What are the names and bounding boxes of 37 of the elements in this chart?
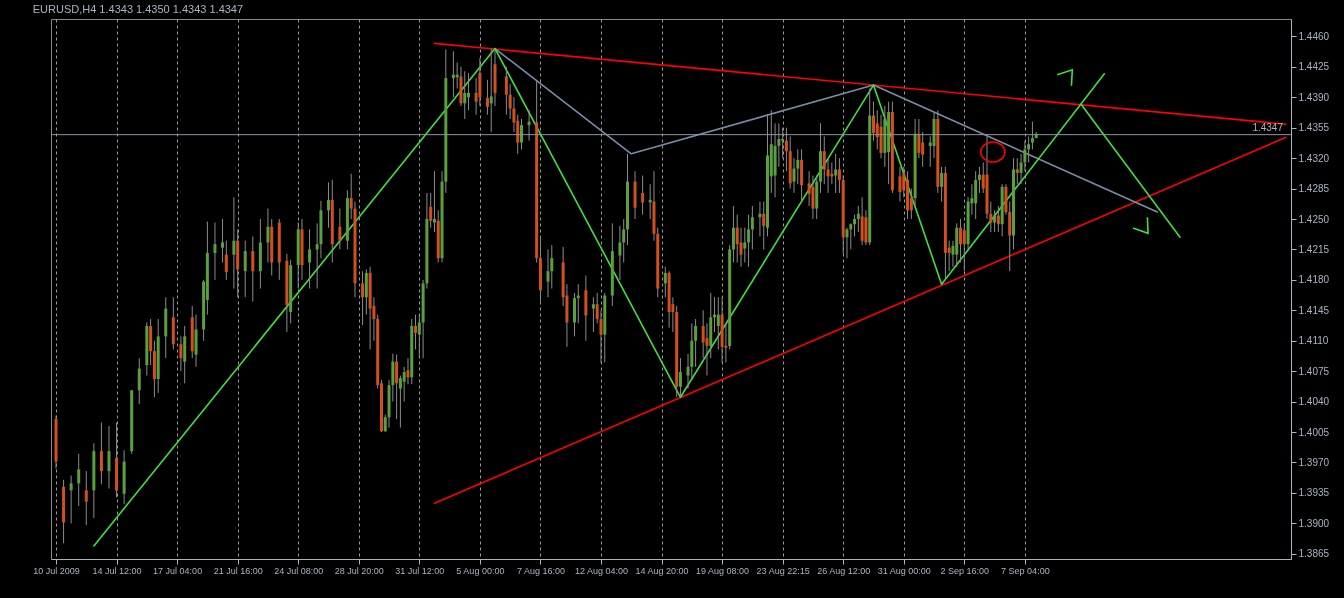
y-tick-label: 1.4425 — [1298, 61, 1330, 73]
y-tick-label: 1.4180 — [1298, 274, 1330, 286]
x-tick-label: 31 Jul 12:00 — [395, 565, 445, 576]
x-tick-label: 12 Aug 04:00 — [574, 565, 629, 576]
x-tick-label: 17 Jul 04:00 — [153, 565, 203, 576]
y-tick-label: 1.4110 — [1298, 335, 1329, 347]
x-tick-label: 14 Jul 12:00 — [92, 565, 142, 576]
y-tick-label: 1.4320 — [1298, 152, 1330, 164]
y-tick-label: 1.4390 — [1298, 91, 1330, 103]
y-tick-label: 1.4355 — [1298, 122, 1330, 134]
y-tick-label: 1.3865 — [1298, 548, 1330, 560]
x-tick-label: 21 Jul 16:00 — [213, 565, 263, 576]
y-tick-label: 1.4075 — [1298, 365, 1330, 377]
x-tick-label: 26 Aug 12:00 — [817, 565, 871, 576]
x-tick-label: 28 Jul 20:00 — [334, 565, 384, 576]
y-tick-label: 1.4285 — [1298, 183, 1330, 195]
x-tick-label: 24 Jul 08:00 — [274, 565, 324, 576]
y-tick-label: 1.4460 — [1298, 30, 1330, 42]
x-tick-label: 7 Aug 16:00 — [516, 565, 565, 576]
x-tick-label: 5 Aug 00:00 — [456, 565, 505, 576]
x-tick-label: 7 Sep 04:00 — [1001, 565, 1050, 576]
x-tick-label: 19 Aug 08:00 — [696, 565, 750, 576]
x-tick-label: 2 Sep 16:00 — [940, 565, 990, 576]
y-tick-label: 1.3970 — [1298, 456, 1330, 468]
x-tick-label: 10 Jul 2009 — [33, 565, 80, 576]
x-tick-label: 31 Aug 00:00 — [877, 565, 931, 576]
chart-title: EURUSD,H4 1.4343 1.4350 1.4343 1.4347 — [32, 3, 244, 15]
y-tick-label: 1.4145 — [1298, 304, 1330, 316]
x-tick-label: 14 Aug 20:00 — [635, 565, 689, 576]
y-tick-label: 1.3935 — [1298, 487, 1330, 499]
y-tick-label: 1.3900 — [1298, 517, 1330, 529]
y-tick-label: 1.4215 — [1298, 243, 1330, 255]
y-tick-label: 1.4250 — [1298, 213, 1330, 225]
y-tick-label: 1.4040 — [1298, 396, 1330, 408]
y-tick-label: 1.4005 — [1298, 426, 1330, 438]
ref-line-label: 1.4347 — [1252, 121, 1284, 133]
x-tick-label: 23 Aug 22:15 — [756, 565, 810, 576]
